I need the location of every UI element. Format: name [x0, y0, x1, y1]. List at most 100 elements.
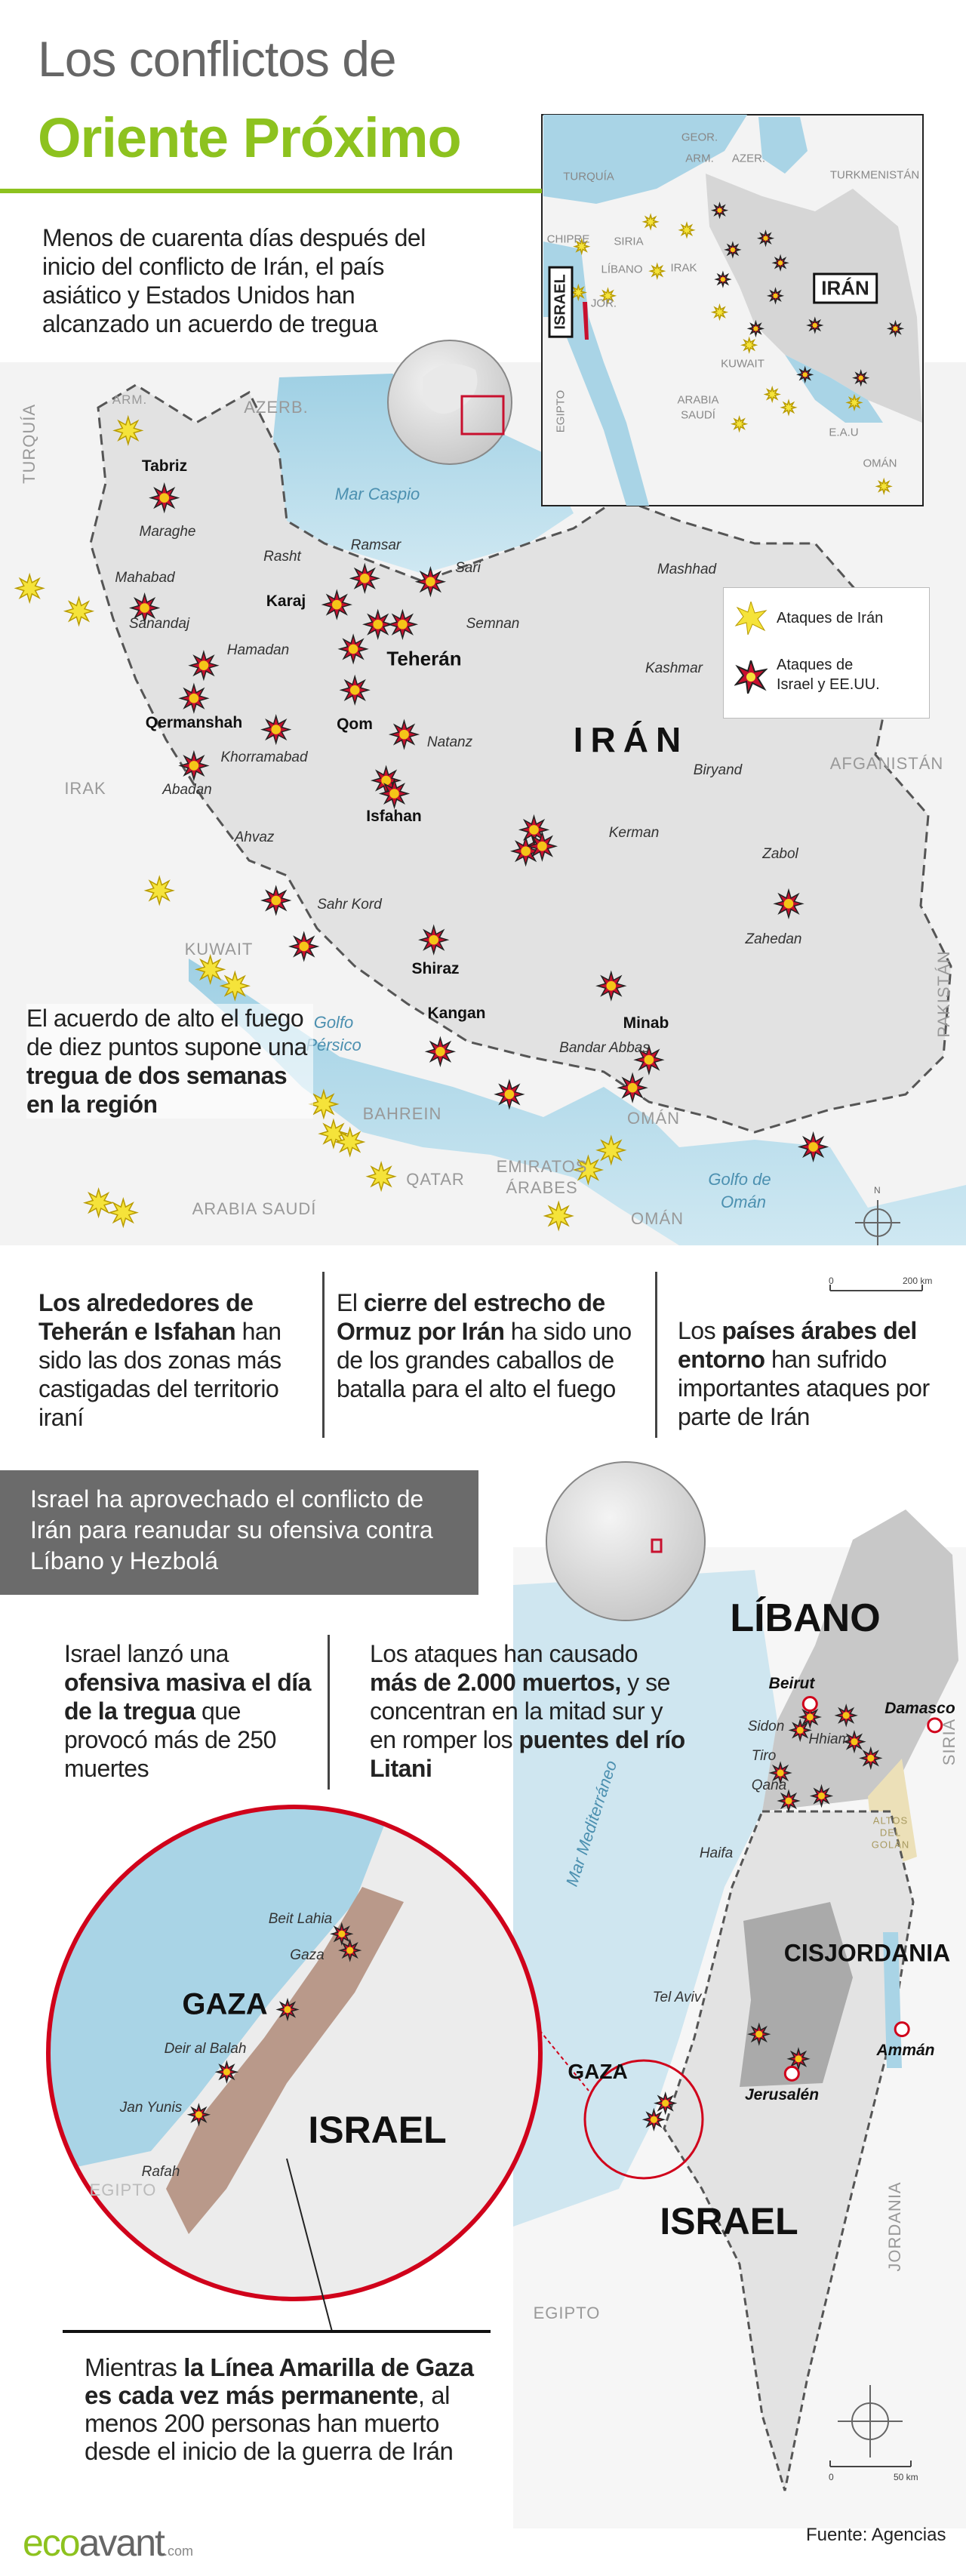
label-arm: ARM.	[112, 392, 148, 407]
city-khorramabad: Khorramabad	[220, 749, 308, 765]
israel-attack-marker-core	[893, 326, 898, 331]
city-teheran: Teherán	[386, 647, 462, 670]
inset-label-3: TURQUÍA	[563, 170, 614, 183]
iran-attack-marker	[107, 1196, 139, 1229]
gaza-inset	[48, 1807, 540, 2299]
israel-attack-marker-core	[858, 375, 863, 380]
label-pakistan: PAKISTÁN	[934, 950, 953, 1038]
label-azerb: AZERB.	[244, 398, 309, 417]
column-1: Los alrededores de Teherán e Isfahan han…	[38, 1288, 318, 1432]
israel-banner: Israel ha aprovechado el conflicto de Ir…	[0, 1470, 478, 1595]
label-qatar: QATAR	[406, 1170, 465, 1189]
scale-km-2: 50 km	[894, 2472, 918, 2482]
city-bandarabbas: Bandar Abbas	[559, 1040, 650, 1056]
col2-bold: cierre del estrecho de Ormuz por Irán	[337, 1289, 605, 1345]
israel-attack-marker-core	[349, 685, 360, 695]
iran-attack-marker	[678, 221, 696, 239]
legend-israel-2: Israel y EE.UU.	[777, 676, 880, 693]
israel-attack-marker-core	[159, 493, 169, 503]
label-kuwait: KUWAIT	[184, 940, 254, 959]
israel-attack-marker-core	[426, 577, 435, 586]
israel-attack-marker-core	[627, 1082, 638, 1093]
israel-attack-marker-core	[662, 2100, 669, 2107]
iran-attack-marker	[780, 399, 798, 417]
iran-attack-marker	[143, 875, 175, 906]
city-sahrkord: Sahr Kord	[317, 897, 382, 913]
israel-attack-marker-core	[140, 603, 149, 613]
logo-part: avant	[78, 2522, 165, 2564]
israel-attack-marker-core	[381, 775, 391, 786]
label-siria: SIRIA	[940, 1718, 958, 1766]
persian-gulf	[189, 959, 966, 1245]
city-hamadan: Hamadan	[226, 642, 290, 658]
inset-label-7: LÍBANO	[601, 263, 643, 276]
col1-text: han sido las dos zonas más castigadas de…	[38, 1318, 281, 1431]
iran-attack-marker	[710, 303, 729, 322]
israel-attack-marker-core	[189, 761, 199, 771]
israel-attack-marker-core	[529, 825, 539, 835]
inset-label-12: SAUDÍ	[681, 408, 715, 422]
israel-attack-marker-core	[195, 2111, 202, 2119]
iran-attack-marker	[334, 1126, 366, 1158]
attack-markers	[14, 202, 943, 2131]
label-oman-1: OMÁN	[627, 1109, 680, 1128]
text-bold-2: puentes del río Litani	[370, 1726, 685, 1782]
inset-label-gaza: GAZA	[182, 1987, 268, 2021]
iran-attack-marker	[365, 1161, 397, 1193]
israel-attack-marker-core	[720, 276, 726, 282]
city-rasht: Rasht	[263, 549, 301, 565]
gaza-city-beitlahia: Beit Lahia	[268, 1911, 333, 1927]
israel-attack-marker-core	[198, 660, 209, 670]
israel-attack-marker-core	[806, 1713, 814, 1721]
israel-attack-marker-core	[435, 1046, 445, 1057]
gaza-city-janyunis: Jan Yunis	[119, 2100, 183, 2116]
lebanon-land	[762, 1510, 958, 1811]
iran-attack-marker	[543, 1200, 574, 1232]
iran-attack-marker	[195, 953, 226, 986]
inset-label-13: E.A.U	[829, 426, 859, 439]
israel-attack-marker-core	[346, 1947, 354, 1954]
compass-icon-2	[838, 2385, 903, 2458]
israel-attack-marker-core	[644, 1054, 654, 1065]
capital-star-icon	[783, 2065, 800, 2082]
col2-pre: El	[337, 1289, 364, 1316]
title-line-2: Oriente Próximo	[38, 106, 462, 169]
col3-pre: Los	[678, 1317, 722, 1344]
israel-attack-marker-core	[730, 247, 736, 253]
city-sidon: Sidon	[747, 1719, 785, 1734]
israel-attack-icon	[734, 660, 768, 694]
israel-attack-marker-core	[795, 2055, 802, 2063]
israel-attack-marker-core	[812, 322, 817, 328]
capital-star-icon	[801, 1696, 818, 1713]
city-mashhad: Mashhad	[657, 562, 717, 577]
israel-attack-marker-core	[606, 980, 617, 991]
text-pre: Los ataques han causado	[370, 1640, 638, 1667]
legend-iran: Ataques de Irán	[777, 610, 884, 626]
israel-attack-marker-core	[504, 1089, 515, 1100]
iran-attack-marker	[308, 1088, 340, 1120]
israel-attack-marker-core	[223, 2068, 230, 2076]
label-golfo-persico-2: Pérsico	[306, 1036, 361, 1054]
label-jordania: JORDANIA	[885, 2181, 904, 2272]
israel-attack-marker-core	[373, 619, 383, 629]
iran-attack-marker	[569, 283, 587, 302]
capital-damasco: Damasco	[884, 1700, 955, 1717]
intro-text: Menos de cuarenta días después del inici…	[42, 224, 426, 337]
inset-label-10: KUWAIT	[721, 357, 764, 371]
col1-bold: Los alrededores de Teherán e Isfahan	[38, 1289, 254, 1345]
israel-attack-marker-core	[399, 729, 409, 740]
compass-icon-1	[855, 1200, 900, 1245]
iran-attack-marker	[572, 1154, 605, 1186]
inset-label-6: SIRIA	[614, 235, 644, 248]
map-legend: Ataques de Irán Ataques de Israel y EE.U…	[723, 587, 930, 719]
city-kashmar: Kashmar	[645, 660, 703, 676]
truce-note: El acuerdo de alto el fuego de diez punt…	[26, 1004, 313, 1119]
city-ramsar: Ramsar	[350, 537, 401, 553]
column-divider	[328, 1635, 330, 1790]
capital-star-icon	[894, 2021, 910, 2038]
iran-attack-marker	[63, 596, 95, 627]
levant-map	[513, 1510, 966, 2528]
ecoavant-logo[interactable]: ecoavant.com	[23, 2521, 193, 2565]
inset-label-8: IRAK	[670, 261, 697, 275]
label-egipto: EGIPTO	[533, 2304, 601, 2322]
